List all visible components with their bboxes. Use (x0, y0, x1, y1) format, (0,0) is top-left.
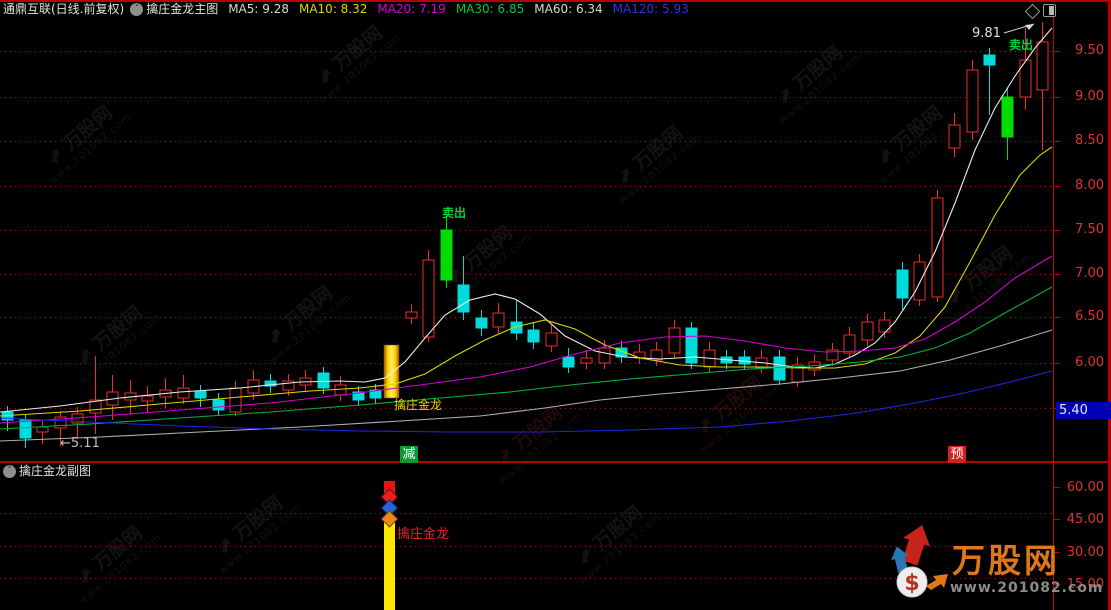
price-axis-label: 6.50 (1075, 309, 1104, 324)
reduce-badge: 减 (400, 446, 418, 463)
dragon-main-label: 擒庄金龙 (394, 398, 443, 412)
dragon-sub-label: 擒庄金龙 (397, 527, 450, 542)
ma-value-label: MA60: 6.34 (534, 1, 603, 16)
dollar-glyph: $ (904, 571, 919, 596)
forecast-badge: 预 (948, 446, 966, 463)
chevron-down-icon[interactable]: ˅ (130, 2, 144, 16)
price-axis-label: 9.50 (1075, 43, 1104, 58)
high-price-label: 9.81 (972, 26, 1001, 41)
ma-value-label: MA20: 7.19 (377, 1, 446, 16)
sub-signal-bar-yellow (384, 516, 395, 610)
sub-axis-label: 15.00 (1066, 577, 1104, 592)
site-logo: $ 万股网 www.201082.com (878, 520, 1103, 605)
logo-site-text: www.201082.com (950, 580, 1104, 596)
ma-line-MA120 (0, 370, 1053, 433)
ma-values: MA5: 9.28 MA10: 8.32 MA20: 7.19 MA30: 6.85 M… (218, 1, 689, 16)
ma-value-label: MA10: 8.32 (298, 1, 368, 16)
ma-line-MA30 (0, 286, 1053, 430)
price-axis-label: 6.00 (1075, 355, 1104, 370)
ma-line-MA20 (0, 255, 1053, 424)
price-axis-label: 8.50 (1075, 133, 1104, 148)
ma-value-label: MA5: 9.28 (228, 1, 289, 16)
ma-line-MA10 (0, 146, 1053, 417)
latest-price-value: 5.40 (1059, 403, 1088, 418)
sell-signal-top: 卖出 (1009, 38, 1034, 52)
ma-line-MA60 (0, 329, 1053, 442)
signal-diamond-marker (380, 510, 399, 528)
sub-indicator-title: 擒庄金龙副图 (19, 464, 92, 478)
sub-axis-label: 30.00 (1066, 545, 1104, 560)
right-border (1108, 0, 1111, 610)
ma-value-label: MA120: 5.93 (612, 1, 689, 16)
price-axis-label: 8.00 (1075, 178, 1104, 193)
ma-line-MA5 (0, 27, 1053, 413)
main-indicator-title: 擒庄金龙主图 (146, 1, 219, 16)
high-price-arrowhead (1025, 24, 1034, 30)
golden-signal-bar (383, 344, 400, 399)
low-price-label: ←5.11 (60, 436, 100, 451)
top-border (0, 0, 1111, 2)
stock-title: 通鼎互联(日线.前复权) (3, 1, 125, 16)
price-axis-label: 7.50 (1075, 222, 1104, 237)
price-axis-label: 9.00 (1075, 89, 1104, 104)
chevron-down-icon[interactable]: ˅ (3, 465, 16, 478)
sub-panel-header: ˅ 擒庄金龙副图 (0, 465, 91, 478)
sub-axis-label: 45.00 (1066, 512, 1104, 527)
ma-value-label: MA30: 6.85 (455, 1, 525, 16)
sell-signal-mid: 卖出 (442, 206, 467, 220)
panel-layout-icon[interactable] (1043, 4, 1056, 17)
title-bar: 通鼎互联(日线.前复权) ˅ 擒庄金龙主图 MA5: 9.28 MA10: 8.3… (0, 2, 1050, 16)
panel-separator (0, 461, 1111, 463)
logo-brand-text: 万股网 (952, 541, 1060, 580)
latest-price-marker: 5.40 (1056, 402, 1111, 419)
price-axis-label: 7.00 (1075, 266, 1104, 281)
candlestick-series (1, 22, 1049, 448)
sub-axis-label: 60.00 (1066, 480, 1104, 495)
logo-arrows-icon: $ (891, 524, 948, 598)
